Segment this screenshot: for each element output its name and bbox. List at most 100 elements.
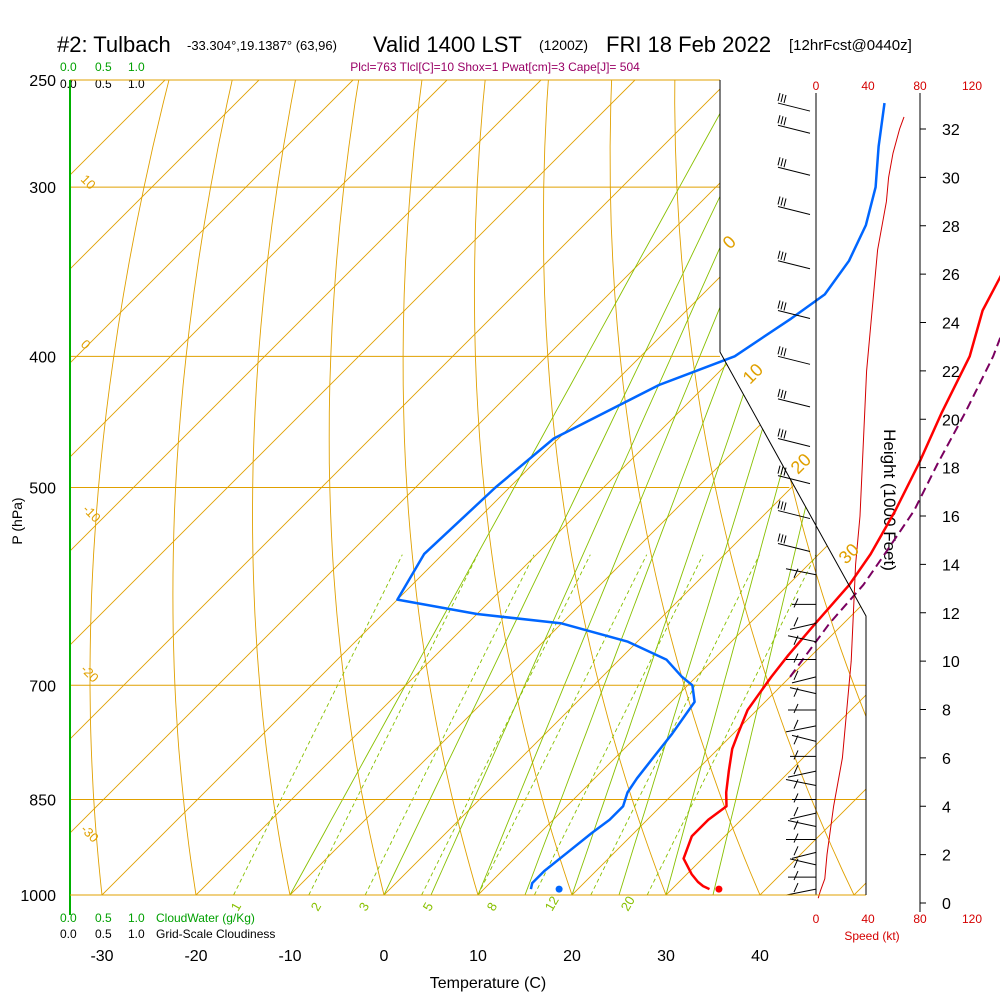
wind-barb	[791, 846, 817, 859]
grid-lines	[70, 56, 1000, 895]
title-fcst: [12hrFcst@0440z]	[789, 37, 912, 54]
height-tick-label: 8	[942, 703, 951, 720]
height-tick-label: 14	[942, 557, 960, 574]
temp-tick-label: -30	[90, 948, 113, 965]
isotherm-line	[70, 80, 354, 895]
isotherm-line	[759, 80, 866, 895]
wind-barb	[786, 653, 816, 663]
speed-tick-top: 40	[861, 79, 875, 93]
temp-tick-label: 30	[657, 948, 675, 965]
cloud-top-green-2: 1.0	[128, 60, 145, 74]
moist-adiabat-line	[665, 80, 866, 895]
cloud-top-black-1: 0.5	[95, 77, 112, 91]
height-tick-label: 6	[942, 751, 951, 768]
mixing-ratio-label: 20	[618, 893, 638, 913]
isotherm-label: -30	[78, 822, 102, 846]
height-tick-label: 12	[942, 606, 960, 623]
mixing-ratio-line	[421, 554, 591, 895]
dry-adiabat-line	[799, 80, 866, 895]
dry-adiabat-line	[674, 80, 855, 895]
height-tick-label: 24	[942, 316, 960, 333]
mixing-ratio-line	[533, 554, 704, 895]
pressure-tick-label: 300	[29, 180, 56, 197]
wind-barb	[792, 793, 816, 803]
temp-tick-label: -10	[278, 948, 301, 965]
pressure-tick-label: 400	[29, 349, 56, 366]
wind-barb	[777, 250, 811, 270]
wind-barb	[777, 92, 811, 112]
isotherm-line	[853, 80, 866, 895]
height-tick-label: 22	[942, 364, 960, 381]
cloudwater-label: CloudWater (g/Kg)	[156, 911, 255, 925]
temperature-line	[682, 274, 1000, 891]
isotherm-label-right: 20	[787, 450, 815, 478]
moist-adiabat-line	[524, 80, 842, 895]
dry-adiabat-line	[609, 80, 761, 895]
params-line: Plcl=763 Tlcl[C]=10 Shox=1 Pwat[cm]=3 Ca…	[350, 60, 640, 74]
wind-barb	[791, 734, 817, 745]
cloud-top-green-1: 0.5	[95, 60, 112, 74]
wind-barb	[787, 635, 817, 645]
isotherm-line	[383, 80, 866, 895]
speed-tick-top: 0	[813, 79, 820, 93]
speed-tick-bottom: 0	[813, 912, 820, 926]
wind-barb	[785, 568, 817, 578]
height-tick-label: 28	[942, 219, 960, 236]
pressure-tick-label: 700	[29, 678, 56, 695]
speed-tick-bottom: 40	[861, 912, 875, 926]
wind-barb	[777, 388, 811, 408]
isotherm-line	[665, 80, 866, 895]
speed-tick-top: 120	[962, 79, 982, 93]
moist-adiabat-line	[477, 80, 824, 895]
dry-adiabat-line	[172, 80, 238, 895]
height-tick-label: 4	[942, 799, 951, 816]
dry-adiabat-line	[925, 56, 1000, 895]
moist-adiabat-line	[383, 80, 788, 895]
mixing-ratio-line	[233, 554, 403, 895]
wind-barb	[789, 858, 817, 869]
isotherm-line	[70, 80, 448, 895]
wind-barb	[777, 115, 811, 134]
mixing-ratio-line	[590, 554, 760, 895]
cloud-bottom-black-1: 0.5	[95, 927, 112, 941]
isotherm-label-right: 10	[739, 360, 767, 388]
cloud-bottom-black-0: 0.0	[60, 927, 77, 941]
isotherm-line	[948, 80, 1000, 895]
cloud-bottom-green-0: 0.0	[60, 911, 77, 925]
wind-barb	[789, 687, 817, 697]
wind-barb	[777, 428, 811, 447]
wind-barb	[785, 719, 817, 733]
isotherm-line	[477, 80, 866, 895]
sounding-series	[396, 102, 1000, 893]
cloudiness-label: Grid-Scale Cloudiness	[156, 927, 275, 941]
wind-barb	[790, 750, 816, 760]
height-tick-label: 0	[942, 896, 951, 913]
surface-temp-marker	[715, 885, 723, 893]
dry-adiabat-line	[328, 80, 385, 895]
wind-barb	[777, 346, 811, 365]
wind-barb	[792, 598, 816, 608]
isotherm-label: 0	[78, 337, 94, 353]
height-tick-label: 26	[942, 267, 960, 284]
wind-barb	[787, 764, 817, 778]
dry-adiabat-line	[402, 80, 479, 895]
height-tick-label: 10	[942, 654, 960, 671]
title-zulu: (1200Z)	[539, 37, 588, 53]
title-valid: Valid 1400 LST	[373, 32, 522, 57]
moist-adiabat-line	[618, 80, 866, 895]
cloud-top-green-0: 0.0	[60, 60, 77, 74]
moist-adiabat-line	[289, 80, 752, 895]
pressure-tick-label: 850	[29, 792, 56, 809]
dry-adiabat-line	[988, 56, 1000, 895]
isotherm-label-right: 30	[835, 540, 863, 568]
wind-barb	[777, 500, 811, 520]
mixing-ratio-label: 3	[356, 900, 373, 914]
cloud-top-black-2: 1.0	[128, 77, 145, 91]
wind-speed-line	[817, 116, 905, 899]
wind-barb	[785, 882, 817, 896]
mixing-ratio-line	[308, 554, 478, 895]
surface-dewpoint-marker	[555, 885, 563, 893]
cloud-scale-bottom: 0.0 0.5 1.0 CloudWater (g/Kg) 0.0 0.5 1.…	[60, 911, 275, 941]
